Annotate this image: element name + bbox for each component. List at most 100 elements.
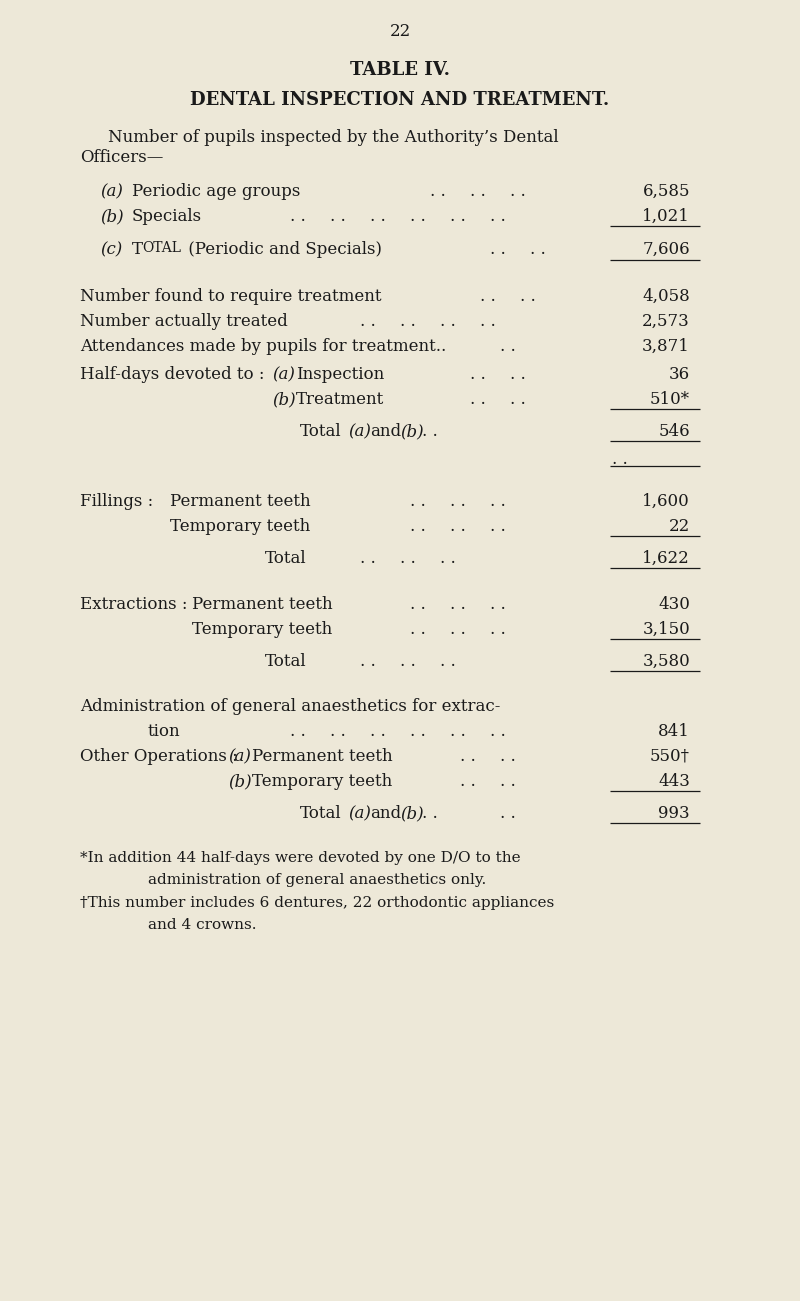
Text: . .: . . xyxy=(410,596,426,613)
Text: and: and xyxy=(370,805,401,822)
Text: *In addition 44 half-days were devoted by one D/O to the: *In addition 44 half-days were devoted b… xyxy=(80,851,521,865)
Text: 4,058: 4,058 xyxy=(642,288,690,304)
Text: and: and xyxy=(370,423,401,440)
Text: . .: . . xyxy=(460,773,476,790)
Text: 550†: 550† xyxy=(650,748,690,765)
Text: . .: . . xyxy=(490,241,506,258)
Text: . .: . . xyxy=(470,183,486,200)
Text: (b): (b) xyxy=(400,423,424,440)
Text: Other Operations :: Other Operations : xyxy=(80,748,238,765)
Text: . .: . . xyxy=(510,392,526,409)
Text: and 4 crowns.: and 4 crowns. xyxy=(148,919,257,932)
Text: Temporary teeth: Temporary teeth xyxy=(170,518,310,535)
Text: (b): (b) xyxy=(228,773,252,790)
Text: OTAL: OTAL xyxy=(142,241,181,255)
Text: . .: . . xyxy=(450,621,466,637)
Text: 841: 841 xyxy=(658,723,690,740)
Text: Half-days devoted to :: Half-days devoted to : xyxy=(80,366,265,382)
Text: Permanent teeth: Permanent teeth xyxy=(192,596,333,613)
Text: . .: . . xyxy=(330,208,346,225)
Text: . .: . . xyxy=(450,518,466,535)
Text: . .: . . xyxy=(450,208,466,225)
Text: . .: . . xyxy=(460,748,476,765)
Text: . .: . . xyxy=(400,550,416,567)
Text: . .: . . xyxy=(480,314,496,330)
Text: Permanent teeth: Permanent teeth xyxy=(170,493,310,510)
Text: . .: . . xyxy=(430,183,446,200)
Text: Officers—: Officers— xyxy=(80,150,163,167)
Text: 7,606: 7,606 xyxy=(642,241,690,258)
Text: . .: . . xyxy=(500,748,516,765)
Text: Number of pupils inspected by the Authority’s Dental: Number of pupils inspected by the Author… xyxy=(108,129,558,146)
Text: (b): (b) xyxy=(100,208,124,225)
Text: . .: . . xyxy=(410,518,426,535)
Text: . .: . . xyxy=(500,338,516,355)
Text: . .: . . xyxy=(612,451,628,468)
Text: . .: . . xyxy=(440,314,456,330)
Text: †This number includes 6 dentures, 22 orthodontic appliances: †This number includes 6 dentures, 22 ort… xyxy=(80,896,554,909)
Text: (b): (b) xyxy=(272,392,296,409)
Text: . .: . . xyxy=(370,723,386,740)
Text: 510*: 510* xyxy=(650,392,690,409)
Text: Administration of general anaesthetics for extrac-: Administration of general anaesthetics f… xyxy=(80,699,500,716)
Text: (a): (a) xyxy=(272,366,295,382)
Text: . .: . . xyxy=(422,423,438,440)
Text: 3,871: 3,871 xyxy=(642,338,690,355)
Text: 6,585: 6,585 xyxy=(642,183,690,200)
Text: 993: 993 xyxy=(658,805,690,822)
Text: 22: 22 xyxy=(669,518,690,535)
Text: 443: 443 xyxy=(658,773,690,790)
Text: Treatment: Treatment xyxy=(296,392,384,409)
Text: Fillings :: Fillings : xyxy=(80,493,154,510)
Text: Permanent teeth: Permanent teeth xyxy=(252,748,393,765)
Text: 3,580: 3,580 xyxy=(642,653,690,670)
Text: . .: . . xyxy=(470,366,486,382)
Text: . .: . . xyxy=(450,723,466,740)
Text: . .: . . xyxy=(330,723,346,740)
Text: Temporary teeth: Temporary teeth xyxy=(192,621,332,637)
Text: . .: . . xyxy=(530,241,546,258)
Text: (a): (a) xyxy=(348,805,371,822)
Text: . .: . . xyxy=(410,621,426,637)
Text: . .: . . xyxy=(510,183,526,200)
Text: 546: 546 xyxy=(658,423,690,440)
Text: . .: . . xyxy=(490,621,506,637)
Text: Total: Total xyxy=(265,653,306,670)
Text: . .: . . xyxy=(440,653,456,670)
Text: 430: 430 xyxy=(658,596,690,613)
Text: . .: . . xyxy=(480,288,496,304)
Text: Number found to require treatment: Number found to require treatment xyxy=(80,288,382,304)
Text: administration of general anaesthetics only.: administration of general anaesthetics o… xyxy=(148,873,486,887)
Text: . .: . . xyxy=(360,653,376,670)
Text: . .: . . xyxy=(450,493,466,510)
Text: Number actually treated: Number actually treated xyxy=(80,314,288,330)
Text: . .: . . xyxy=(370,208,386,225)
Text: . .: . . xyxy=(520,288,536,304)
Text: Attendances made by pupils for treatment..: Attendances made by pupils for treatment… xyxy=(80,338,446,355)
Text: . .: . . xyxy=(360,550,376,567)
Text: . .: . . xyxy=(500,805,516,822)
Text: . .: . . xyxy=(490,723,506,740)
Text: Inspection: Inspection xyxy=(296,366,384,382)
Text: . .: . . xyxy=(490,208,506,225)
Text: Total: Total xyxy=(300,805,342,822)
Text: 22: 22 xyxy=(390,23,410,40)
Text: . .: . . xyxy=(490,518,506,535)
Text: (b): (b) xyxy=(400,805,424,822)
Text: 1,021: 1,021 xyxy=(642,208,690,225)
Text: (a): (a) xyxy=(348,423,371,440)
Text: . .: . . xyxy=(410,493,426,510)
Text: (a): (a) xyxy=(100,183,123,200)
Text: DENTAL INSPECTION AND TREATMENT.: DENTAL INSPECTION AND TREATMENT. xyxy=(190,91,610,109)
Text: Total: Total xyxy=(265,550,306,567)
Text: 36: 36 xyxy=(669,366,690,382)
Text: (a): (a) xyxy=(228,748,251,765)
Text: . .: . . xyxy=(510,366,526,382)
Text: . .: . . xyxy=(490,493,506,510)
Text: Specials: Specials xyxy=(132,208,202,225)
Text: Total: Total xyxy=(300,423,342,440)
Text: . .: . . xyxy=(490,596,506,613)
Text: . .: . . xyxy=(500,773,516,790)
Text: . .: . . xyxy=(400,653,416,670)
Text: . .: . . xyxy=(470,392,486,409)
